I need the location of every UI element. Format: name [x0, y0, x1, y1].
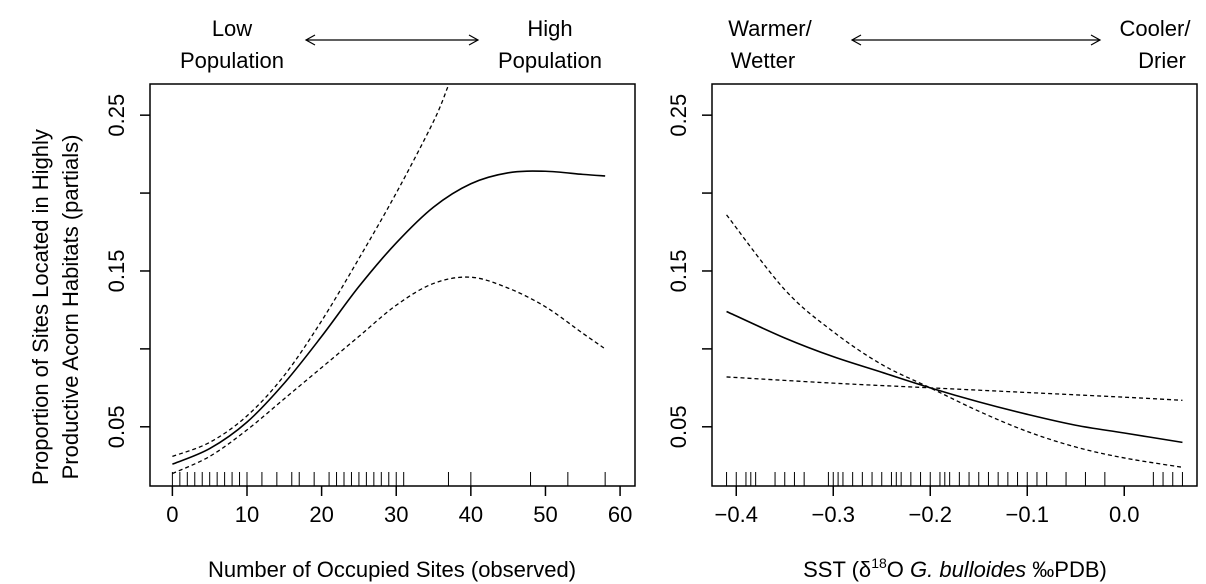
left-x-tick-label: 10 [235, 502, 259, 527]
right-double-arrow [850, 34, 1102, 46]
right-x-tick-label: 0.0 [1109, 502, 1140, 527]
right-x-axis-label: SST (δ18O G. bulloides ‰PDB) [803, 555, 1107, 582]
right-top-right-label-line2: Drier [1138, 48, 1186, 73]
right-y-tick-label: 0.15 [666, 250, 691, 293]
left-x-tick-label: 0 [166, 502, 178, 527]
left-x-tick-label: 40 [459, 502, 483, 527]
left-panel-population: Low Population High Population Number of… [104, 16, 636, 582]
left-x-tick-label: 20 [309, 502, 333, 527]
left-x-tick-label: 60 [608, 502, 632, 527]
right-x-tick-label: −0.3 [812, 502, 855, 527]
right-top-left-label-line2: Wetter [731, 48, 795, 73]
left-x-axis-label: Number of Occupied Sites (observed) [208, 557, 576, 582]
right-x-tick-label: −0.2 [909, 502, 952, 527]
right-top-left-label-line1: Warmer/ [728, 16, 812, 41]
right-x-tick-label: −0.1 [1006, 502, 1049, 527]
left-top-right-label-line1: High [527, 16, 572, 41]
left-double-arrow [304, 34, 480, 46]
left-x-tick-label: 50 [533, 502, 557, 527]
right-top-right-label-line1: Cooler/ [1120, 16, 1192, 41]
right-y-tick-label: 0.25 [666, 94, 691, 137]
left-y-tick-label: 0.15 [104, 250, 129, 293]
left-top-right-label-line2: Population [498, 48, 602, 73]
right-panel-sst: Warmer/ Wetter Cooler/ Drier SST (δ18O G… [666, 16, 1198, 582]
left-top-left-label-line1: Low [212, 16, 252, 41]
left-confidence-band-2 [172, 276, 606, 475]
right-x-tick-label: −0.4 [715, 502, 758, 527]
left-confidence-band-1 [172, 86, 449, 458]
left-fitted-curve [172, 170, 606, 465]
right-y-tick-label: 0.05 [666, 405, 691, 448]
left-top-left-label-line2: Population [180, 48, 284, 73]
y-axis-label-line1: Proportion of Sites Located in Highly [28, 129, 53, 485]
left-y-tick-label: 0.25 [104, 94, 129, 137]
left-y-tick-label: 0.05 [104, 405, 129, 448]
left-x-tick-label: 30 [384, 502, 408, 527]
right-fitted-curve [726, 310, 1183, 444]
left-plot-frame [149, 83, 636, 487]
right-confidence-band-2 [726, 376, 1183, 401]
y-axis-label-line2: Productive Acorn Habitats (partials) [58, 135, 83, 480]
right-confidence-band-1 [726, 214, 1183, 468]
right-plot-frame [711, 83, 1198, 487]
